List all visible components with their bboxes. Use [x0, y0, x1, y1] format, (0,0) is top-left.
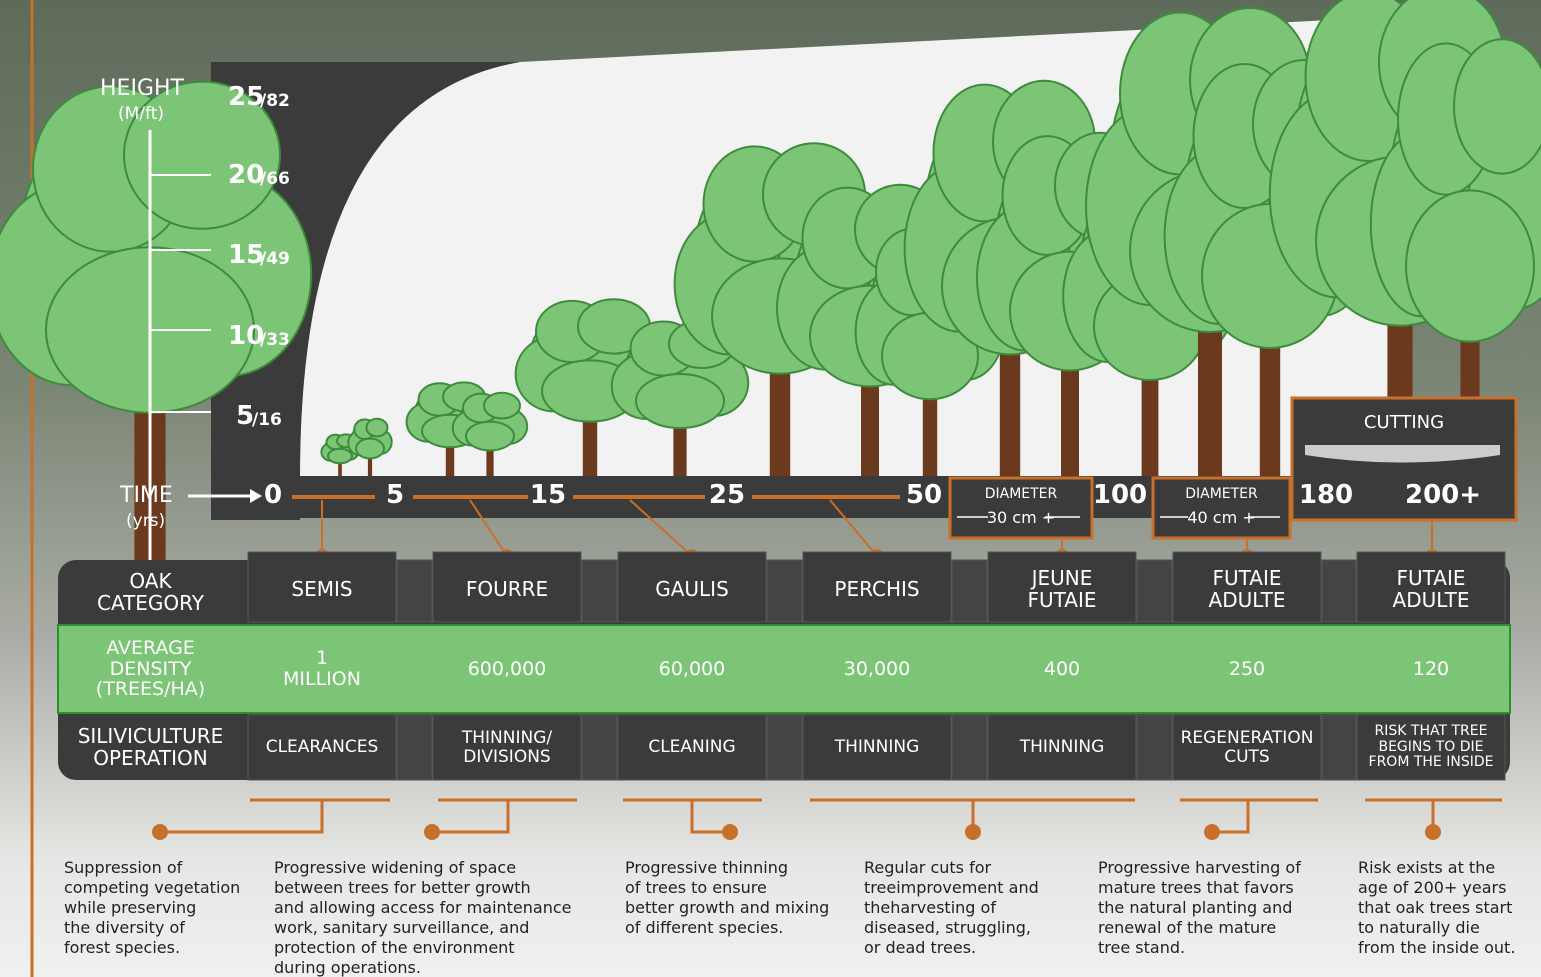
- density: 30,000: [803, 625, 951, 713]
- gap-cell: [1137, 715, 1172, 780]
- density: 600,000: [433, 625, 581, 713]
- diameter-value: 40 cm +: [1153, 508, 1290, 527]
- height-tick-ft: /33: [260, 330, 290, 350]
- cutting-label: CUTTING: [1292, 412, 1516, 433]
- time-mark: 100: [1090, 480, 1150, 510]
- foliage: [1406, 190, 1534, 341]
- gap-cell: [1137, 560, 1172, 622]
- gap-cell: [952, 715, 987, 780]
- foliage: [1454, 39, 1541, 173]
- time-mark: 180: [1296, 480, 1356, 510]
- description: Risk exists at the age of 200+ years tha…: [1358, 858, 1515, 958]
- height-tick-m: 10: [228, 321, 264, 351]
- operation: RISK THAT TREE BEGINS TO DIE FROM THE IN…: [1357, 715, 1505, 780]
- height-tick-ft: /66: [260, 169, 290, 189]
- category: FUTAIE ADULTE: [1357, 556, 1505, 622]
- gap-cell: [582, 715, 617, 780]
- operation: REGENERATION CUTS: [1173, 715, 1321, 780]
- diameter-value: 30 cm +: [950, 508, 1092, 527]
- height-tick-m: 15: [228, 240, 264, 270]
- gap-cell: [767, 715, 802, 780]
- operation: CLEANING: [618, 715, 766, 780]
- gap-cell: [952, 560, 987, 622]
- height-tick-m: 20: [228, 160, 264, 190]
- description: Progressive thinning of trees to ensure …: [625, 858, 829, 938]
- diameter-label: DIAMETER: [950, 486, 1092, 502]
- height-label: HEIGHT: [100, 76, 184, 101]
- foliage: [636, 374, 724, 428]
- height-tick-ft: /82: [260, 91, 290, 111]
- time-mark: 15: [518, 480, 578, 510]
- infographic: HEIGHT (M/ft) 25/82 20/66 15/49 10/33 5/16 TIME…: [0, 0, 1541, 977]
- time-mark: 0: [243, 480, 303, 510]
- operation: THINNING: [988, 715, 1136, 780]
- gap-cell: [1322, 560, 1356, 622]
- gap-cell: [582, 560, 617, 622]
- category: FOURRE: [433, 556, 581, 622]
- category: GAULIS: [618, 556, 766, 622]
- diameter-label: DIAMETER: [1153, 486, 1290, 502]
- foliage: [484, 393, 520, 419]
- gap-cell: [767, 560, 802, 622]
- row-header: SILIVICULTURE OPERATION: [58, 713, 243, 780]
- density: 250: [1173, 625, 1321, 713]
- operation: THINNING/ DIVISIONS: [433, 715, 581, 780]
- height-tick-ft: /49: [260, 249, 290, 269]
- description: Progressive widening of space between tr…: [274, 858, 572, 977]
- operation: THINNING: [803, 715, 951, 780]
- description: Regular cuts for treeimprovement and the…: [864, 858, 1039, 958]
- category: FUTAIE ADULTE: [1173, 556, 1321, 622]
- foliage: [466, 422, 514, 451]
- time-unit: (yrs): [126, 511, 165, 531]
- gap-cell: [1322, 715, 1356, 780]
- category: PERCHIS: [803, 556, 951, 622]
- time-mark: 50: [894, 480, 954, 510]
- time-mark: 25: [697, 480, 757, 510]
- brackets: [160, 800, 1502, 832]
- gap-cell: [397, 560, 432, 622]
- foliage: [367, 419, 388, 437]
- density: 1 MILLION: [248, 625, 396, 713]
- foliage: [356, 439, 384, 459]
- height-tick-ft: /16: [252, 410, 282, 430]
- row-header: AVERAGE DENSITY (TREES/HA): [58, 625, 243, 713]
- gap-cell: [397, 715, 432, 780]
- category: SEMIS: [248, 556, 396, 622]
- time-mark: 200+: [1405, 480, 1465, 510]
- height-tick-m: 25: [228, 82, 264, 112]
- time-label: TIME: [120, 483, 173, 508]
- category: JEUNE FUTAIE: [988, 556, 1136, 622]
- density: 60,000: [618, 625, 766, 713]
- foliage: [328, 449, 352, 463]
- operation: CLEARANCES: [248, 715, 396, 780]
- density: 120: [1357, 625, 1505, 713]
- description: Suppression of competing vegetation whil…: [64, 858, 240, 958]
- row-header: OAK CATEGORY: [58, 560, 243, 624]
- height-unit: (M/ft): [118, 104, 164, 124]
- time-mark: 5: [365, 480, 425, 510]
- density: 400: [988, 625, 1136, 713]
- description: Progressive harvesting of mature trees t…: [1098, 858, 1301, 958]
